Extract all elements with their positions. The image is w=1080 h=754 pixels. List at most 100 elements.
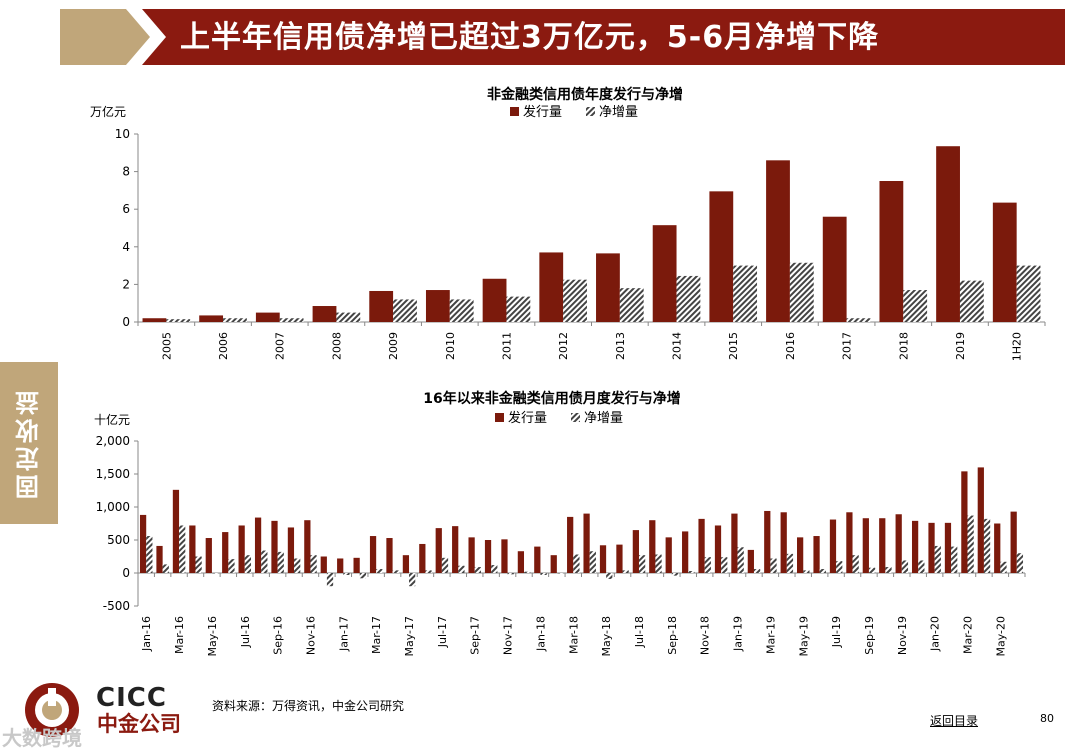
bar-issuance [425, 290, 450, 322]
bar-net [294, 558, 301, 573]
x-tick-label: 2017 [841, 332, 854, 360]
bar-net [959, 280, 984, 322]
bar-issuance [599, 545, 607, 573]
bar-issuance [482, 278, 507, 322]
x-tick-label: Jan-20 [929, 616, 942, 652]
bar-issuance [156, 545, 163, 573]
y-tick-label: 1,000 [96, 500, 130, 514]
x-tick-label: Nov-18 [699, 616, 712, 655]
bar-issuance [369, 536, 377, 573]
legend-swatch-issuance [510, 107, 519, 116]
bar-net [846, 318, 871, 322]
bar-issuance [649, 520, 656, 573]
bar-issuance [961, 471, 968, 573]
page-title: 上半年信用债净增已超过3万亿元，5-6月净增下降 [180, 20, 880, 55]
bar-net [704, 557, 711, 573]
bar-net [951, 546, 958, 573]
x-tick-label: 2015 [727, 332, 740, 360]
bar-issuance [271, 520, 278, 573]
bar-net [146, 536, 153, 573]
side-tab [0, 362, 58, 524]
bar-net [819, 569, 826, 573]
logo-text-en: CICC [96, 683, 167, 713]
bar-issuance [172, 489, 180, 573]
banner-body [142, 9, 1065, 65]
bar-issuance [632, 530, 639, 573]
side-tab-label: 固定收益 [15, 387, 44, 499]
x-tick-label: May-20 [994, 616, 1007, 657]
bar-net [737, 547, 744, 573]
bar-net [507, 573, 514, 575]
x-tick-label: 2013 [614, 332, 627, 360]
x-tick-label: Nov-16 [304, 616, 317, 655]
bar-issuance [255, 312, 280, 322]
bar-net [753, 569, 761, 573]
bar-net [934, 545, 941, 573]
bar-issuance [369, 290, 394, 322]
x-tick-label: Nov-17 [502, 616, 515, 655]
bar-net [228, 559, 235, 573]
bar-net [671, 573, 679, 576]
y-tick-label: 500 [107, 533, 130, 547]
bar-issuance [238, 525, 245, 573]
bar-issuance [944, 522, 952, 573]
bar-issuance [353, 557, 360, 573]
bar-net [606, 573, 613, 579]
bar-issuance [698, 518, 705, 573]
bar-issuance [312, 306, 337, 322]
bar-net [376, 569, 383, 573]
bar-net [458, 565, 465, 573]
bar-net [967, 515, 974, 573]
x-tick-label: 2009 [387, 332, 400, 360]
bar-issuance [254, 517, 262, 573]
bar-net [506, 296, 531, 322]
y-axis-unit-label: 十亿元 [94, 412, 130, 427]
bar-issuance [829, 519, 837, 573]
bar-issuance [142, 318, 167, 322]
bar-net [676, 275, 701, 322]
x-tick-label: Jul-19 [830, 616, 843, 648]
bar-issuance [747, 549, 754, 573]
chart-title: 非金融类信用债年度发行与净增 [487, 86, 683, 103]
bar-net [885, 567, 892, 573]
x-tick-label: 2018 [897, 332, 910, 360]
bar-net [770, 558, 777, 573]
x-tick-label: 2019 [954, 332, 967, 360]
bar-issuance [550, 555, 557, 573]
y-tick-label: 2 [122, 277, 130, 291]
y-axis-unit-label: 万亿元 [90, 104, 126, 119]
x-tick-label: Jul-17 [436, 616, 449, 648]
bar-net [918, 560, 925, 573]
bar-issuance [205, 538, 212, 573]
bar-issuance [895, 514, 902, 573]
bar-net [589, 551, 596, 573]
bar-net [655, 554, 662, 573]
bar-net [244, 555, 252, 573]
x-tick-label: 2007 [274, 332, 287, 360]
y-tick-label: 8 [122, 165, 130, 179]
bar-net [474, 567, 481, 573]
bar-net [343, 573, 350, 575]
bar-issuance [764, 510, 771, 573]
bar-issuance [287, 527, 295, 573]
x-tick-label: Jan-17 [337, 616, 350, 652]
bar-issuance [596, 253, 620, 322]
legend-label-net: 净增量 [584, 411, 623, 426]
bar-net [524, 571, 531, 573]
x-tick-label: Jan-16 [140, 616, 153, 652]
x-tick-label: May-17 [403, 616, 416, 657]
bar-issuance [822, 216, 847, 322]
bar-net [901, 560, 909, 573]
page-number: 80 [1040, 712, 1054, 725]
bar-net [803, 570, 810, 573]
bar-issuance [709, 191, 734, 322]
bar-issuance [435, 528, 442, 573]
legend-label-net: 净增量 [599, 105, 638, 120]
back-to-contents-link[interactable]: 返回目录 [930, 714, 979, 728]
x-tick-label: Sep-18 [666, 616, 679, 655]
bar-issuance [539, 252, 564, 322]
bar-net [688, 571, 695, 573]
legend-swatch-net [571, 413, 580, 422]
bar-issuance [567, 516, 574, 573]
bar-net [638, 555, 646, 573]
